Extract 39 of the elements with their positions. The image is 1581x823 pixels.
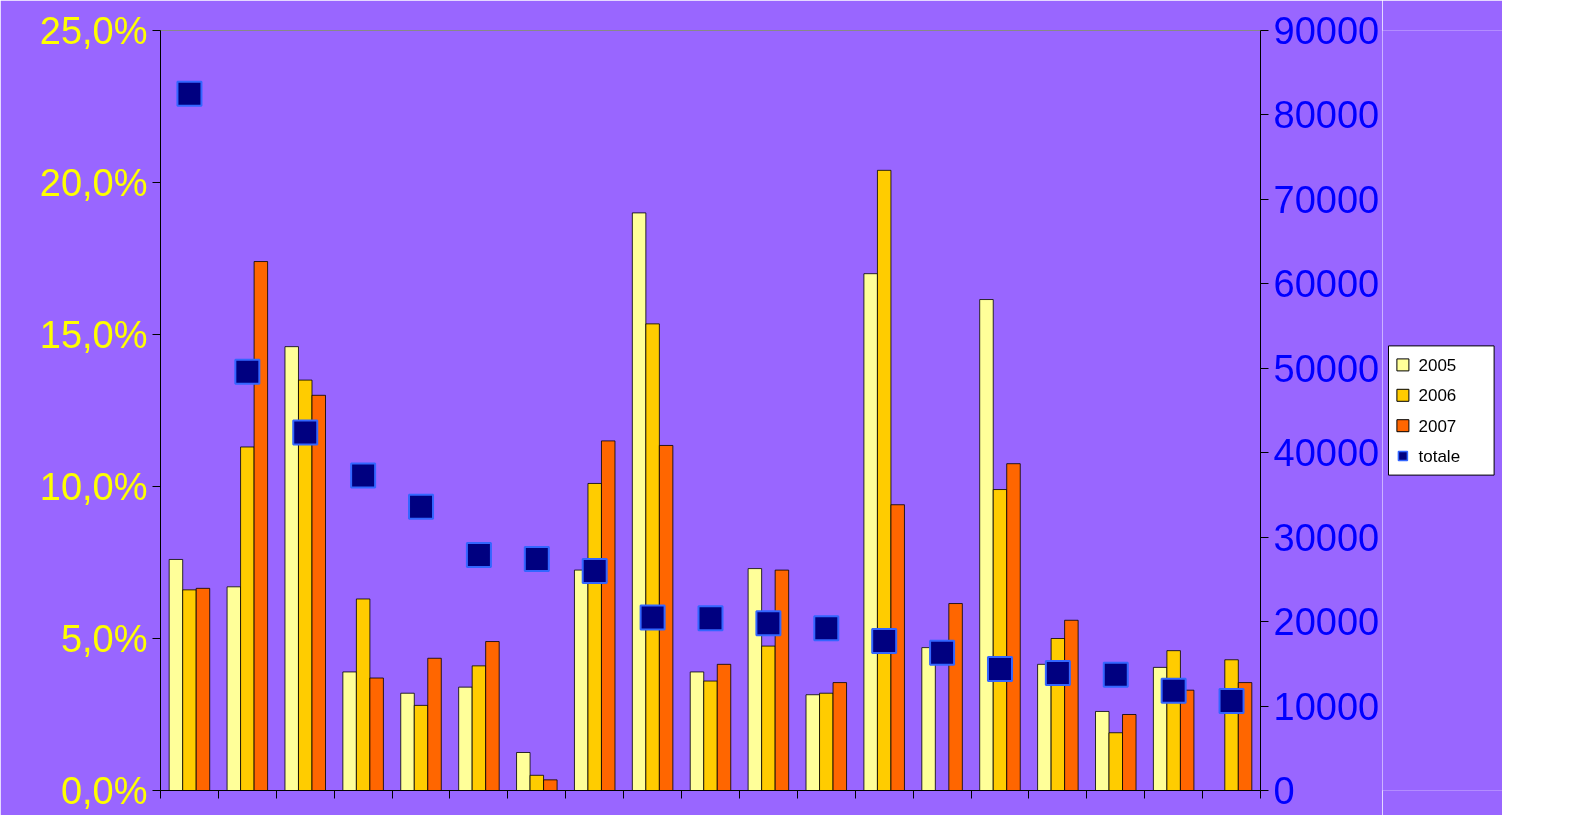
point	[813, 615, 840, 642]
legend-label: totale	[1418, 446, 1461, 466]
y-tick-label: 15,0%	[39, 313, 148, 356]
y2-tick-label: 40000	[1273, 432, 1380, 475]
point	[465, 541, 492, 568]
point	[697, 605, 724, 632]
point	[408, 493, 435, 520]
y2-tick-label: 70000	[1273, 178, 1380, 221]
y2-tick-label: 60000	[1273, 263, 1380, 306]
y-tick-label: 0,0%	[60, 769, 148, 812]
point	[755, 610, 782, 637]
y2-tick-label: 80000	[1273, 94, 1380, 137]
y2-tick-label: 10000	[1273, 685, 1380, 728]
point	[1102, 661, 1129, 688]
y2-tick-label: 0	[1273, 770, 1295, 812]
y2-tick-label: 90000	[1273, 10, 1380, 52]
point	[639, 604, 666, 631]
point	[523, 546, 550, 573]
y-tick-label: 25,0%	[39, 9, 148, 52]
legend-label: 2005	[1418, 355, 1457, 375]
point	[234, 358, 261, 385]
legend-label: 2007	[1418, 416, 1457, 436]
y2-tick-label: 30000	[1273, 516, 1380, 559]
y-tick-label: 5,0%	[60, 617, 148, 660]
y-tick-label: 10,0%	[39, 465, 148, 508]
point	[350, 462, 377, 489]
point	[581, 557, 608, 584]
y-tick-label: 20,0%	[39, 161, 148, 204]
point	[1160, 677, 1187, 704]
point	[176, 80, 203, 107]
point	[292, 419, 319, 446]
point	[871, 628, 898, 655]
legend-label: 2006	[1418, 386, 1457, 406]
point	[986, 655, 1013, 682]
y2-tick-label: 20000	[1273, 601, 1380, 644]
point	[1044, 660, 1071, 687]
point	[1218, 687, 1245, 714]
point	[929, 639, 956, 666]
y2-tick-label: 50000	[1273, 347, 1380, 390]
